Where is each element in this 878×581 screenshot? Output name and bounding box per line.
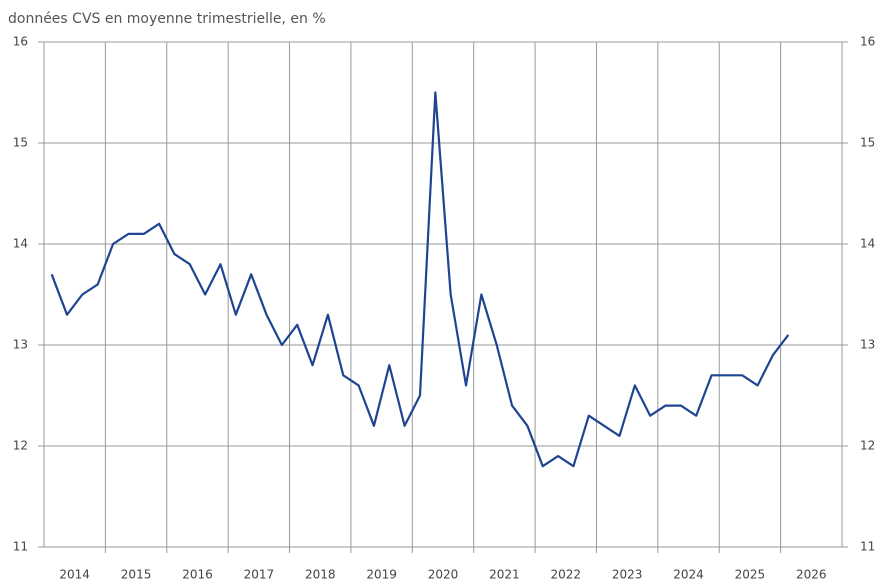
x-tick-label: 2025 <box>735 568 766 581</box>
x-tick-label: 2019 <box>366 568 397 581</box>
y2-tick-label: 15 <box>860 136 875 150</box>
y-tick-label: 12 <box>13 439 28 453</box>
y2-tick-label: 14 <box>860 237 875 251</box>
x-tick-label: 2022 <box>550 568 581 581</box>
y2-tick-label: 13 <box>860 338 875 352</box>
x-tick-label: 2014 <box>59 568 90 581</box>
x-tick-label: 2021 <box>489 568 520 581</box>
x-tick-label: 2026 <box>796 568 827 581</box>
y-tick-label: 16 <box>13 35 28 49</box>
data-line <box>50 91 790 468</box>
x-tick-label: 2018 <box>305 568 336 581</box>
x-tick-label: 2023 <box>612 568 643 581</box>
x-tick-label: 2017 <box>244 568 275 581</box>
y2-tick-label: 11 <box>860 540 875 554</box>
x-tick-label: 2020 <box>428 568 459 581</box>
y2-tick-label: 16 <box>860 35 875 49</box>
x-tick-label: 2016 <box>182 568 213 581</box>
y-tick-label: 11 <box>13 540 28 554</box>
chart-title: données CVS en moyenne trimestrielle, en… <box>8 11 326 27</box>
x-tick-label: 2024 <box>673 568 704 581</box>
x-tick-label: 2015 <box>121 568 152 581</box>
y2-tick-label: 12 <box>860 439 875 453</box>
y-tick-label: 14 <box>13 237 28 251</box>
y-tick-label: 15 <box>13 136 28 150</box>
y-tick-label: 13 <box>13 338 28 352</box>
